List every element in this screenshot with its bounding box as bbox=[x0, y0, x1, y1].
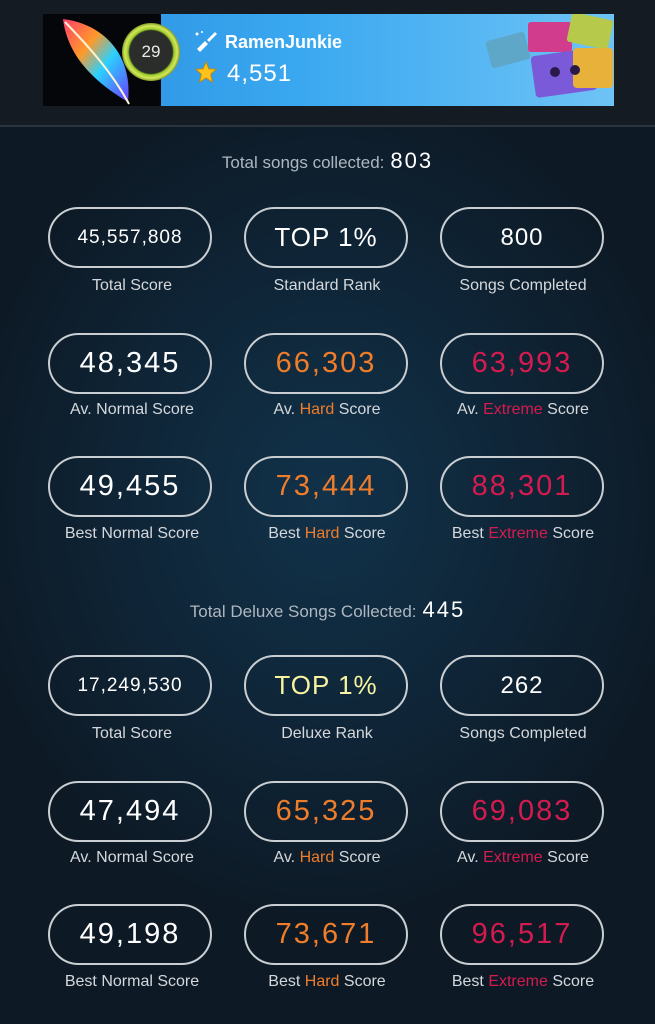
av-hard-score-label: Av. Hard Score bbox=[273, 401, 381, 418]
deluxe-av-extreme-score-label: Av. Extreme Score bbox=[457, 849, 589, 866]
total-songs-heading: Total songs collected: 803 bbox=[0, 148, 655, 174]
best-hard-score-label: Best Hard Score bbox=[268, 525, 386, 542]
deluxe-rank-label: Deluxe Rank bbox=[281, 725, 373, 742]
best-extreme-score-label: Best Extreme Score bbox=[451, 525, 595, 542]
total-score-value: 45,557,808 bbox=[48, 207, 212, 268]
songs-completed-label: Songs Completed bbox=[459, 277, 587, 294]
av-extreme-score-label: Av. Extreme Score bbox=[457, 401, 589, 418]
deluxe-av-hard-score-label: Av. Hard Score bbox=[273, 849, 381, 866]
deluxe-av-hard-score-value: 65,325 bbox=[244, 781, 408, 842]
profile-header: 29 RamenJunkie 4,551 bbox=[0, 0, 655, 127]
total-deluxe-label: Total Deluxe Songs Collected: bbox=[189, 602, 417, 621]
deluxe-best-hard-score-label: Best Hard Score bbox=[268, 973, 386, 990]
total-songs-count: 803 bbox=[390, 148, 434, 173]
total-deluxe-count: 445 bbox=[422, 597, 466, 622]
deluxe-av-normal-score-value: 47,494 bbox=[48, 781, 212, 842]
coin-balance: 4,551 bbox=[227, 60, 293, 87]
deluxe-best-normal-score-value: 49,198 bbox=[48, 904, 212, 965]
deluxe-best-extreme-score-value: 96,517 bbox=[440, 904, 604, 965]
level-number: 29 bbox=[141, 42, 161, 61]
av-extreme-score-value: 63,993 bbox=[440, 333, 604, 394]
deluxe-best-normal-score-label: Best Normal Score bbox=[64, 973, 200, 990]
deluxe-av-normal-score-label: Av. Normal Score bbox=[70, 849, 194, 866]
deluxe-best-extreme-score-label: Best Extreme Score bbox=[451, 973, 595, 990]
cassette-artwork bbox=[483, 14, 614, 106]
best-hard-score-value: 73,444 bbox=[244, 456, 408, 517]
deluxe-best-hard-score-value: 73,671 bbox=[244, 904, 408, 965]
deluxe-songs-completed-label: Songs Completed bbox=[459, 725, 587, 742]
total-score-label: Total Score bbox=[91, 277, 173, 294]
level-badge[interactable] bbox=[122, 23, 180, 81]
standard-rank-label: Standard Rank bbox=[273, 277, 381, 294]
best-extreme-score-value: 88,301 bbox=[440, 456, 604, 517]
av-normal-score-value: 48,345 bbox=[48, 333, 212, 394]
star-icon bbox=[195, 61, 217, 83]
standard-rank-value: TOP 1% bbox=[244, 207, 408, 268]
deluxe-av-extreme-score-value: 69,083 bbox=[440, 781, 604, 842]
best-normal-score-value: 49,455 bbox=[48, 456, 212, 517]
deluxe-total-score-value: 17,249,530 bbox=[48, 655, 212, 716]
deluxe-total-score-label: Total Score bbox=[91, 725, 173, 742]
best-normal-score-label: Best Normal Score bbox=[64, 525, 200, 542]
username: RamenJunkie bbox=[225, 32, 343, 52]
songs-completed-value: 800 bbox=[440, 207, 604, 268]
deluxe-songs-completed-value: 262 bbox=[440, 655, 604, 716]
av-hard-score-value: 66,303 bbox=[244, 333, 408, 394]
total-songs-label: Total songs collected: bbox=[221, 153, 385, 172]
av-normal-score-label: Av. Normal Score bbox=[70, 401, 194, 418]
paintbrush-icon bbox=[195, 31, 217, 52]
deluxe-rank-value: TOP 1% bbox=[244, 655, 408, 716]
total-deluxe-heading: Total Deluxe Songs Collected: 445 bbox=[0, 597, 655, 623]
